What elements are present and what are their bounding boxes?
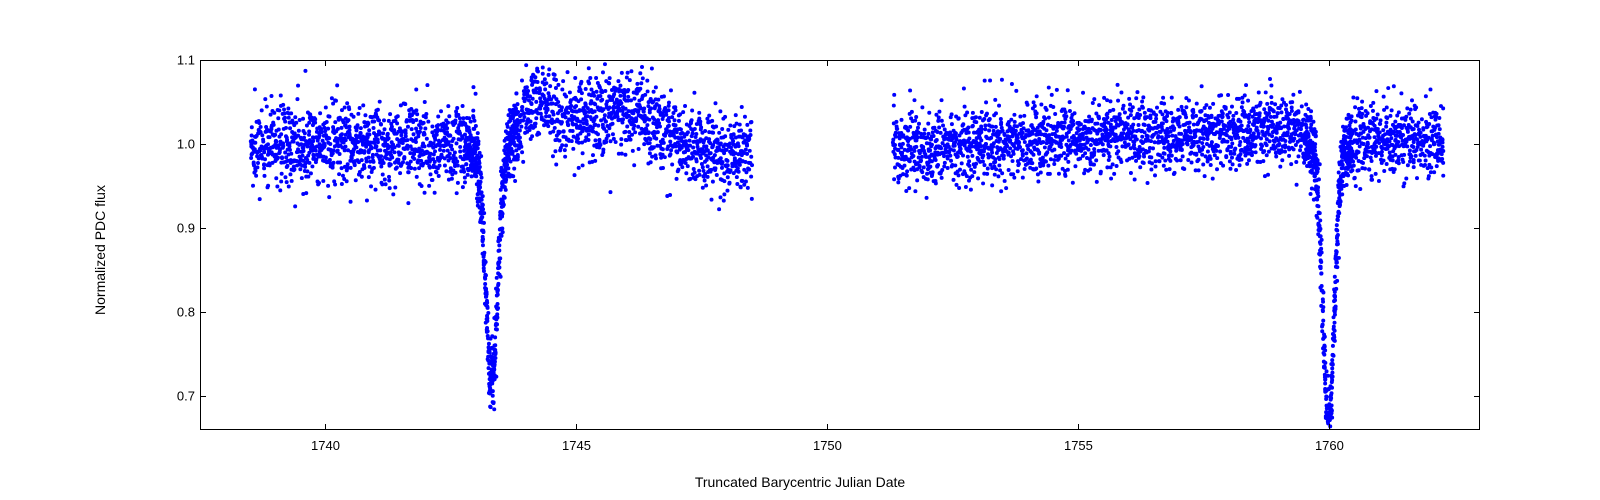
x-tick-label: 1745 <box>562 438 591 453</box>
x-tick-label: 1755 <box>1064 438 1093 453</box>
y-tick-label: 0.7 <box>155 389 195 404</box>
y-tick-label: 0.8 <box>155 305 195 320</box>
y-tick-label: 0.9 <box>155 221 195 236</box>
x-tick-label: 1760 <box>1315 438 1344 453</box>
y-tick-label: 1.0 <box>155 137 195 152</box>
plot-area <box>200 60 1480 430</box>
x-tick-label: 1750 <box>813 438 842 453</box>
x-tick-label: 1740 <box>311 438 340 453</box>
x-axis-label: Truncated Barycentric Julian Date <box>695 474 905 490</box>
scatter-points <box>201 61 1479 429</box>
y-tick-label: 1.1 <box>155 53 195 68</box>
y-axis-label: Normalized PDC flux <box>92 185 108 315</box>
lightcurve-chart <box>200 60 1480 430</box>
